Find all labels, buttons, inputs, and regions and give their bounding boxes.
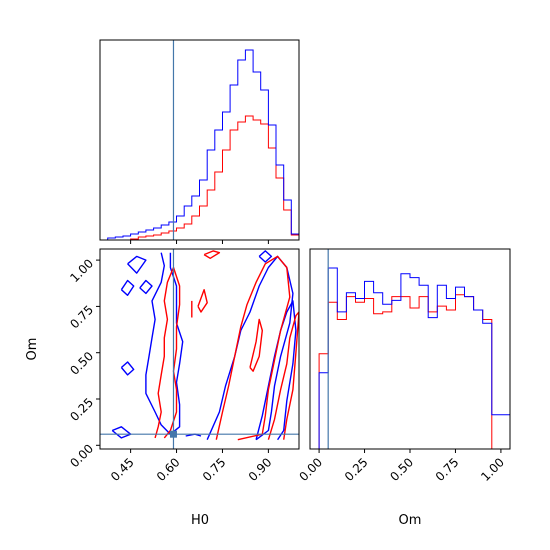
h0-axis-title: H0: [191, 513, 209, 528]
h0-x-tick-label-3: 0.90: [246, 455, 275, 484]
joint-frame: [99, 248, 300, 450]
om-axis-title: Om: [399, 513, 422, 528]
h0-hist-blue-series: [100, 49, 300, 241]
h0-x-tick-label-2: 0.75: [200, 455, 229, 484]
om-y-tick-label-3: 0.75: [67, 303, 96, 332]
om-y-tick-label-0: 0.00: [67, 442, 96, 471]
contour-red-10: [154, 266, 181, 439]
joint-panel: 0.45 0.60 0.75 0.90 0.00 0.25 0.50 0.75 1.00 H0…: [25, 248, 300, 528]
om-y-axis-title: Om: [25, 338, 40, 361]
contour-blue-2: [127, 255, 147, 274]
contour-blue-3: [120, 361, 135, 376]
contour-blue-7: [258, 250, 273, 263]
om-histogram: [310, 249, 511, 450]
om-hist-blue-series: [310, 267, 511, 450]
h0-x-tick-label-0: 0.45: [108, 455, 137, 484]
om-y-tick-label-2: 0.50: [67, 349, 96, 378]
om-y-tick-label-4: 1.00: [67, 256, 96, 285]
joint-x-ticks: 0.45 0.60 0.75 0.90: [108, 449, 275, 484]
om-x-tick-label-2: 0.50: [387, 455, 416, 484]
joint-contours: [100, 249, 299, 449]
contour-blue-1: [139, 279, 153, 295]
om-marginal-frame: [309, 248, 511, 450]
contour-blue-8: [255, 300, 297, 441]
om-y-tick-label-1: 0.25: [67, 395, 96, 424]
joint-truth-marker: [169, 430, 177, 438]
h0-x-tick-label-1: 0.60: [154, 455, 183, 484]
contour-blue-6: [206, 255, 294, 441]
contour-red-16: [267, 311, 299, 440]
om-marginal-panel: 0.00 0.25 0.50 0.75 1.00 Om: [296, 248, 511, 528]
h0-marginal-frame: [99, 39, 300, 241]
joint-y-ticks: 0.00 0.25 0.50 0.75 1.00: [67, 256, 100, 470]
om-marginal-x-ticks: 0.00 0.25 0.50 0.75 1.00: [296, 449, 507, 484]
om-hist-red-series: [310, 294, 510, 450]
om-x-tick-label-0: 0.00: [296, 455, 325, 484]
contour-red-13: [203, 250, 221, 259]
om-x-tick-label-1: 0.25: [342, 455, 371, 484]
contour-blue-0: [120, 279, 135, 296]
contour-blue-4: [111, 426, 132, 439]
contour-red-12: [197, 289, 208, 313]
contour-blue-5: [145, 252, 184, 435]
om-x-tick-label-3: 0.75: [433, 455, 462, 484]
contour-red-15: [249, 318, 263, 372]
contour-red-14: [215, 255, 291, 441]
h0-marginal-ticks: [130, 240, 269, 244]
h0-histogram: [100, 40, 300, 241]
om-x-tick-label-4: 1.00: [478, 455, 507, 484]
h0-hist-red-series: [100, 115, 300, 241]
h0-marginal-panel: [99, 39, 300, 244]
